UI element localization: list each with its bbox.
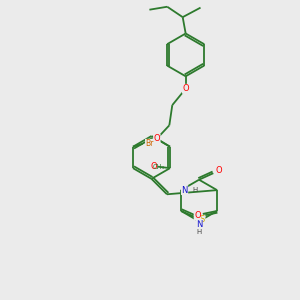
Text: O: O xyxy=(194,211,201,220)
Text: O: O xyxy=(154,134,160,143)
Text: S: S xyxy=(200,215,205,224)
Text: H: H xyxy=(196,229,202,235)
Text: O: O xyxy=(215,166,222,175)
Text: H: H xyxy=(192,187,198,193)
Text: O: O xyxy=(150,162,157,171)
Text: N: N xyxy=(196,220,202,230)
Text: CH₃: CH₃ xyxy=(153,164,165,169)
Text: O: O xyxy=(182,84,189,93)
Text: N: N xyxy=(182,186,188,195)
Text: Br: Br xyxy=(146,139,154,148)
